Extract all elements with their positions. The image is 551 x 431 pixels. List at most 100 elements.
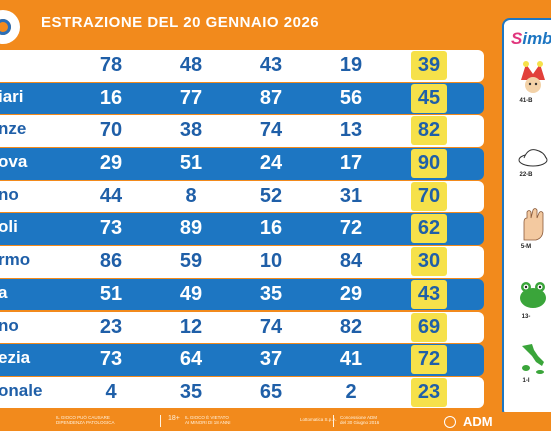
city-name: rmo bbox=[0, 250, 31, 270]
symbol-item: 41-B bbox=[504, 60, 551, 124]
city-name: no bbox=[0, 315, 19, 335]
table-row: oli 73 89 16 72 62 bbox=[0, 213, 484, 245]
footer-concession-b: del 30 Giugno 2016 bbox=[340, 420, 380, 425]
drawn-number: 16 bbox=[99, 86, 123, 109]
drawn-number: 77 bbox=[179, 86, 203, 109]
footer-bar: IL GIOCO PUÒ CAUSARE DIPENDENZA PATOLOGIC… bbox=[0, 412, 551, 431]
city-name: ezia bbox=[0, 348, 31, 368]
drawn-number: 86 bbox=[99, 250, 123, 273]
drawn-number: 52 bbox=[259, 184, 283, 207]
drawn-number: 35 bbox=[259, 282, 283, 305]
highlight-number: 69 bbox=[411, 312, 447, 342]
age-badge: 18+ bbox=[168, 415, 180, 422]
drawn-number: 17 bbox=[339, 152, 363, 175]
drawn-number: 74 bbox=[259, 119, 283, 142]
simbolotto-title: Simb bbox=[511, 29, 551, 49]
drawn-number: 65 bbox=[259, 380, 283, 403]
table-row: a 51 49 35 29 43 bbox=[0, 278, 484, 311]
hand-icon bbox=[523, 208, 544, 241]
table-row: no 23 12 74 82 69 bbox=[0, 311, 484, 343]
drawn-number: 37 bbox=[259, 348, 283, 371]
drawn-number: 23 bbox=[99, 315, 123, 338]
clown-shoe-icon bbox=[518, 149, 548, 167]
table-row: nze 70 38 74 13 82 bbox=[0, 115, 484, 147]
frog-icon bbox=[520, 282, 546, 308]
drawn-number: 72 bbox=[339, 217, 363, 240]
drawn-number: 13 bbox=[339, 119, 363, 142]
city-name: no bbox=[0, 184, 19, 204]
drawn-number: 51 bbox=[179, 152, 203, 175]
city-name: onale bbox=[0, 380, 43, 400]
table-row: no 44 8 52 31 70 bbox=[0, 180, 484, 213]
lotto-logo-icon bbox=[0, 10, 20, 44]
footer-concession-a: Concessione ADM bbox=[340, 415, 378, 420]
footer-warning-2: IL GIOCO È VIETATO AI MINORI DI 18 ANNI bbox=[185, 415, 231, 425]
table-row: ova 29 51 24 17 90 bbox=[0, 148, 484, 180]
drawn-number: 35 bbox=[179, 380, 203, 403]
drawn-number: 2 bbox=[345, 380, 357, 403]
drawn-number: 49 bbox=[179, 282, 203, 305]
drawn-number: 29 bbox=[99, 152, 123, 175]
footer-divider bbox=[160, 415, 161, 427]
drawn-number: 48 bbox=[179, 54, 203, 76]
drawn-number: 64 bbox=[179, 348, 203, 371]
footer-warning-1a: IL GIOCO PUÒ CAUSARE bbox=[56, 415, 110, 420]
simbolotto-panel: Simb 41-B 22-B 5-M 13- bbox=[502, 18, 551, 418]
city-name: iari bbox=[0, 86, 24, 106]
footer-warning-2b: AI MINORI DI 18 ANNI bbox=[185, 420, 231, 425]
table-row: iari 16 77 87 56 45 bbox=[0, 82, 484, 115]
drawn-number: 8 bbox=[185, 184, 197, 207]
drawn-number: 78 bbox=[99, 54, 123, 76]
symbol-item: 13- bbox=[504, 276, 551, 340]
drawn-number: 24 bbox=[259, 152, 283, 175]
drawn-number: 12 bbox=[179, 315, 203, 338]
city-name: a bbox=[0, 282, 8, 302]
symbol-item: 5-M bbox=[504, 206, 551, 270]
adm-logo-text: ADM bbox=[463, 414, 493, 429]
symbol-label: 1-I bbox=[522, 378, 530, 384]
symbol-label: 22-B bbox=[519, 172, 533, 178]
city-name: nze bbox=[0, 119, 27, 139]
drawn-number: 89 bbox=[179, 217, 203, 240]
drawn-number: 84 bbox=[339, 250, 363, 273]
drawn-number: 16 bbox=[259, 217, 283, 240]
drawn-number: 41 bbox=[339, 348, 363, 371]
drawn-number: 87 bbox=[259, 86, 283, 109]
symbol-label: 13- bbox=[521, 314, 531, 320]
highlight-number: 70 bbox=[411, 181, 447, 211]
footer-warning-1: IL GIOCO PUÒ CAUSARE DIPENDENZA PATOLOGIC… bbox=[56, 415, 115, 425]
simbolotto-title-s: S bbox=[511, 29, 523, 48]
drawn-number: 4 bbox=[105, 380, 117, 403]
drawn-number: 73 bbox=[99, 217, 123, 240]
simbolotto-title-rest: imb bbox=[522, 29, 551, 48]
highlight-number: 82 bbox=[411, 116, 447, 146]
highlight-number: 45 bbox=[411, 83, 447, 113]
highlight-number: 90 bbox=[411, 149, 447, 179]
drawn-number: 74 bbox=[259, 315, 283, 338]
symbol-item: 22-B bbox=[504, 134, 551, 198]
drawn-number: 70 bbox=[99, 119, 123, 142]
table-row: rmo 86 59 10 84 30 bbox=[0, 246, 484, 278]
header-bar: ESTRAZIONE DEL 20 GENNAIO 2026 bbox=[0, 0, 551, 50]
drawn-number: 73 bbox=[99, 348, 123, 371]
drawn-number: 56 bbox=[339, 86, 363, 109]
symbol-label: 41-B bbox=[519, 98, 533, 104]
city-name: oli bbox=[0, 217, 18, 237]
drawn-number: 19 bbox=[339, 54, 363, 76]
footer-warning-1b: DIPENDENZA PATOLOGICA bbox=[56, 420, 115, 425]
table-row: 78 48 43 19 39 bbox=[0, 50, 484, 82]
highlight-number: 39 bbox=[411, 51, 447, 80]
results-table: 78 48 43 19 39 iari 16 77 87 56 45 nze 70 38 74 13 82 ova… bbox=[0, 50, 484, 410]
page-title: ESTRAZIONE DEL 20 GENNAIO 2026 bbox=[41, 14, 320, 31]
drawn-number: 38 bbox=[179, 119, 203, 142]
adm-logo-icon bbox=[444, 416, 456, 428]
drawn-number: 51 bbox=[99, 282, 123, 305]
drawn-number: 59 bbox=[179, 250, 203, 273]
table-row: ezia 73 64 37 41 72 bbox=[0, 344, 484, 376]
highlight-number: 72 bbox=[411, 345, 447, 375]
drawn-number: 82 bbox=[339, 315, 363, 338]
italy-map-icon bbox=[522, 344, 544, 374]
symbol-item: 1-I bbox=[504, 340, 551, 404]
city-name: ova bbox=[0, 152, 28, 172]
drawn-number: 31 bbox=[339, 184, 363, 207]
